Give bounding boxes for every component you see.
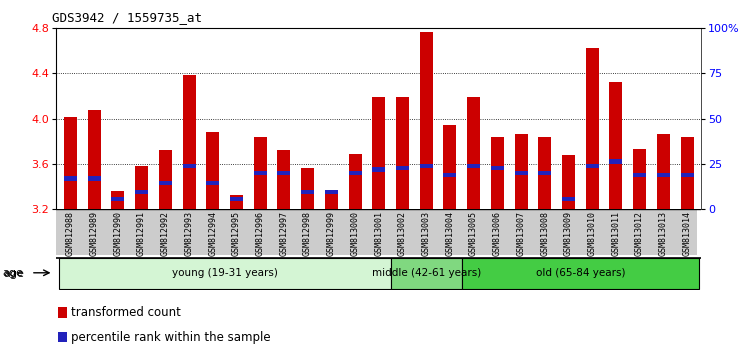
Bar	[135, 166, 148, 209]
Bar	[680, 137, 694, 209]
Bar	[490, 166, 504, 170]
Bar	[633, 149, 646, 209]
Text: GSM812992: GSM812992	[160, 211, 170, 256]
Text: GSM813010: GSM813010	[588, 211, 597, 256]
Bar	[58, 307, 67, 318]
Bar	[230, 195, 243, 209]
Text: GSM812991: GSM812991	[137, 211, 146, 256]
Text: transformed count: transformed count	[71, 306, 181, 319]
Text: GSM813000: GSM813000	[350, 211, 359, 256]
Text: GSM812995: GSM812995	[232, 211, 241, 256]
Text: GSM813006: GSM813006	[493, 211, 502, 256]
Bar	[633, 173, 646, 177]
Bar	[443, 173, 457, 177]
Text: GSM813008: GSM813008	[540, 211, 549, 256]
Text: young (19-31 years): young (19-31 years)	[172, 268, 278, 278]
Bar	[514, 135, 527, 209]
Text: old (65-84 years): old (65-84 years)	[536, 268, 625, 278]
Text: GSM813005: GSM813005	[469, 211, 478, 256]
Bar	[64, 176, 77, 181]
Bar	[58, 258, 391, 289]
Bar	[657, 135, 670, 209]
Bar	[278, 171, 290, 175]
Bar	[391, 258, 462, 289]
Bar	[562, 196, 575, 201]
Bar	[325, 192, 338, 209]
Bar	[372, 167, 386, 171]
Bar	[206, 181, 219, 185]
Bar	[135, 190, 148, 194]
Text: GSM813014: GSM813014	[682, 211, 692, 256]
Bar	[562, 155, 575, 209]
Bar	[112, 191, 125, 209]
Bar	[467, 164, 480, 168]
Bar	[609, 82, 622, 209]
Text: GSM812990: GSM812990	[113, 211, 122, 256]
Bar	[182, 164, 196, 168]
Text: GSM812988: GSM812988	[66, 211, 75, 256]
Bar	[657, 173, 670, 177]
Text: GSM813009: GSM813009	[564, 211, 573, 256]
Text: GSM813012: GSM813012	[635, 211, 644, 256]
Bar	[396, 97, 409, 209]
Text: GSM813003: GSM813003	[422, 211, 430, 256]
Bar	[372, 97, 386, 209]
Text: GSM813004: GSM813004	[446, 211, 454, 256]
Bar	[586, 164, 598, 168]
Text: GSM813002: GSM813002	[398, 211, 407, 256]
Bar	[467, 97, 480, 209]
Bar	[538, 137, 551, 209]
Text: GSM812993: GSM812993	[184, 211, 194, 256]
Bar	[159, 181, 172, 185]
Bar	[325, 190, 338, 194]
Bar	[420, 32, 433, 209]
Bar	[64, 118, 77, 209]
Bar	[462, 258, 699, 289]
Bar	[230, 196, 243, 201]
Bar	[254, 171, 267, 175]
Bar	[254, 137, 267, 209]
Text: age: age	[4, 269, 25, 279]
Bar	[58, 332, 67, 342]
Bar	[301, 190, 314, 194]
Bar	[443, 125, 457, 209]
Bar	[88, 110, 100, 209]
Text: GSM813001: GSM813001	[374, 211, 383, 256]
Text: GSM812999: GSM812999	[327, 211, 336, 256]
Bar	[301, 168, 314, 209]
Text: middle (42-61 years): middle (42-61 years)	[371, 268, 481, 278]
Bar	[278, 150, 290, 209]
Bar	[490, 137, 504, 209]
Text: percentile rank within the sample: percentile rank within the sample	[71, 331, 271, 344]
Text: GSM813007: GSM813007	[517, 211, 526, 256]
Text: GSM812998: GSM812998	[303, 211, 312, 256]
Bar	[609, 159, 622, 164]
Bar	[206, 132, 219, 209]
Text: GSM812989: GSM812989	[90, 211, 99, 256]
Text: GSM812997: GSM812997	[280, 211, 289, 256]
Bar	[159, 150, 172, 209]
Bar	[88, 176, 100, 181]
Bar	[349, 171, 361, 175]
Text: GSM813011: GSM813011	[611, 211, 620, 256]
Bar	[420, 164, 433, 168]
Bar	[680, 173, 694, 177]
Text: GSM813013: GSM813013	[658, 211, 668, 256]
Text: GDS3942 / 1559735_at: GDS3942 / 1559735_at	[53, 11, 202, 24]
Bar	[586, 47, 598, 209]
Bar	[538, 171, 551, 175]
Text: GSM812996: GSM812996	[256, 211, 265, 256]
Bar	[182, 75, 196, 209]
Text: age: age	[3, 268, 24, 278]
Bar	[112, 196, 125, 201]
Bar	[396, 166, 409, 170]
Bar	[349, 154, 361, 209]
Text: GSM812994: GSM812994	[209, 211, 218, 256]
Bar	[514, 171, 527, 175]
